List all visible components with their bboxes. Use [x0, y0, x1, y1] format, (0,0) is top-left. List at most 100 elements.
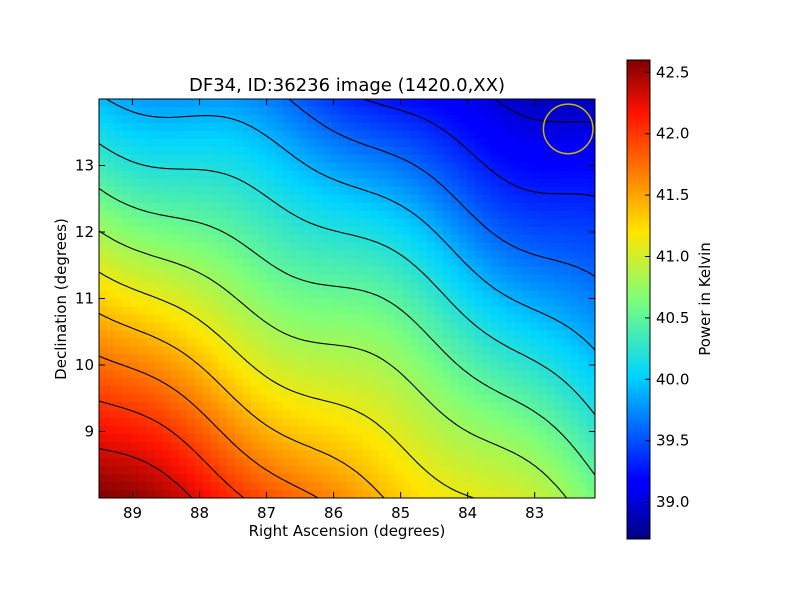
heatmap-cell: [555, 322, 564, 332]
heatmap-cell: [195, 186, 204, 196]
heatmap-cell: [163, 99, 172, 108]
heatmap-cell: [155, 322, 164, 332]
heatmap-cell: [107, 114, 116, 124]
heatmap-cell: [587, 354, 595, 363]
heatmap-cell: [227, 170, 236, 180]
heatmap-cell: [251, 338, 260, 347]
heatmap-cell: [339, 99, 348, 108]
heatmap-cell: [491, 154, 500, 164]
heatmap-cell: [507, 242, 516, 252]
heatmap-cell: [579, 458, 588, 467]
heatmap-cell: [347, 99, 356, 108]
heatmap-cell: [275, 282, 284, 292]
heatmap-cell: [571, 146, 580, 156]
heatmap-cell: [363, 298, 372, 308]
heatmap-cell: [483, 114, 492, 124]
heatmap-cell: [491, 290, 500, 300]
heatmap-cell: [363, 410, 372, 419]
heatmap-cell: [203, 474, 212, 483]
heatmap-cell: [395, 490, 404, 498]
heatmap-cell: [171, 418, 180, 427]
heatmap-cell: [443, 354, 452, 363]
heatmap-cell: [403, 290, 412, 300]
heatmap-cell: [483, 410, 492, 419]
heatmap-cell: [323, 210, 332, 220]
heatmap-cell: [379, 138, 388, 148]
heatmap-cell: [523, 298, 532, 308]
heatmap-cell: [515, 114, 524, 124]
heatmap-cell: [219, 434, 228, 443]
heatmap-cell: [299, 330, 308, 339]
heatmap-cell: [547, 442, 556, 451]
heatmap-cell: [251, 354, 260, 363]
heatmap-cell: [403, 202, 412, 212]
heatmap-cell: [131, 242, 140, 252]
heatmap-cell: [395, 434, 404, 443]
heatmap-cell: [147, 386, 156, 395]
heatmap-cell: [491, 282, 500, 292]
heatmap-cell: [339, 234, 348, 244]
heatmap-cell: [379, 186, 388, 196]
colorbar-tick-label: 39.0: [656, 493, 689, 511]
heatmap-cell: [435, 402, 444, 411]
heatmap-cell: [339, 490, 348, 498]
heatmap-cell: [235, 114, 244, 124]
heatmap-cell: [555, 138, 564, 148]
heatmap-cell: [139, 218, 148, 228]
heatmap-cell: [523, 458, 532, 467]
heatmap-cell: [99, 458, 108, 467]
heatmap-cell: [291, 330, 300, 339]
heatmap-cell: [259, 322, 268, 332]
heatmap-cell: [403, 106, 412, 116]
heatmap-cell: [155, 450, 164, 459]
heatmap-cell: [187, 378, 196, 387]
x-tick-label: 83: [525, 504, 544, 522]
heatmap-cell: [235, 274, 244, 284]
heatmap-cell: [531, 290, 540, 300]
heatmap-cell: [299, 450, 308, 459]
heatmap-cell: [507, 442, 516, 451]
heatmap-cell: [395, 178, 404, 188]
heatmap-cell: [411, 386, 420, 395]
heatmap-cell: [395, 250, 404, 260]
heatmap-cell: [411, 418, 420, 427]
heatmap-cell: [587, 346, 595, 355]
heatmap-cell: [547, 282, 556, 292]
heatmap-cell: [467, 394, 476, 403]
heatmap-cell: [99, 266, 108, 276]
heatmap-cell: [123, 178, 132, 188]
heatmap-cell: [483, 178, 492, 188]
heatmap-cell: [195, 418, 204, 427]
heatmap-cell: [515, 138, 524, 148]
heatmap-cell: [459, 322, 468, 332]
heatmap-cell: [499, 306, 508, 316]
heatmap-cell: [131, 146, 140, 156]
heatmap-cell: [483, 314, 492, 324]
heatmap-cell: [379, 242, 388, 252]
heatmap-cell: [475, 226, 484, 236]
heatmap-cell: [115, 482, 124, 491]
heatmap-cell: [467, 386, 476, 395]
heatmap-cell: [227, 266, 236, 276]
heatmap-cell: [243, 114, 252, 124]
heatmap-cell: [187, 402, 196, 411]
heatmap-cell: [547, 482, 556, 491]
heatmap-cell: [483, 346, 492, 355]
heatmap-cell: [187, 242, 196, 252]
heatmap-cell: [307, 99, 316, 108]
heatmap-cell: [355, 170, 364, 180]
heatmap-cell: [283, 314, 292, 324]
heatmap-cell: [227, 434, 236, 443]
heatmap-cell: [259, 114, 268, 124]
heatmap-cell: [123, 394, 132, 403]
heatmap-cell: [147, 242, 156, 252]
heatmap-cell: [443, 386, 452, 395]
heatmap-cell: [467, 186, 476, 196]
heatmap-cell: [539, 362, 548, 371]
heatmap-cell: [171, 466, 180, 475]
heatmap-cell: [195, 442, 204, 451]
heatmap-cell: [499, 370, 508, 379]
heatmap-cell: [107, 306, 116, 316]
heatmap-cell: [195, 434, 204, 443]
heatmap-cell: [339, 298, 348, 308]
